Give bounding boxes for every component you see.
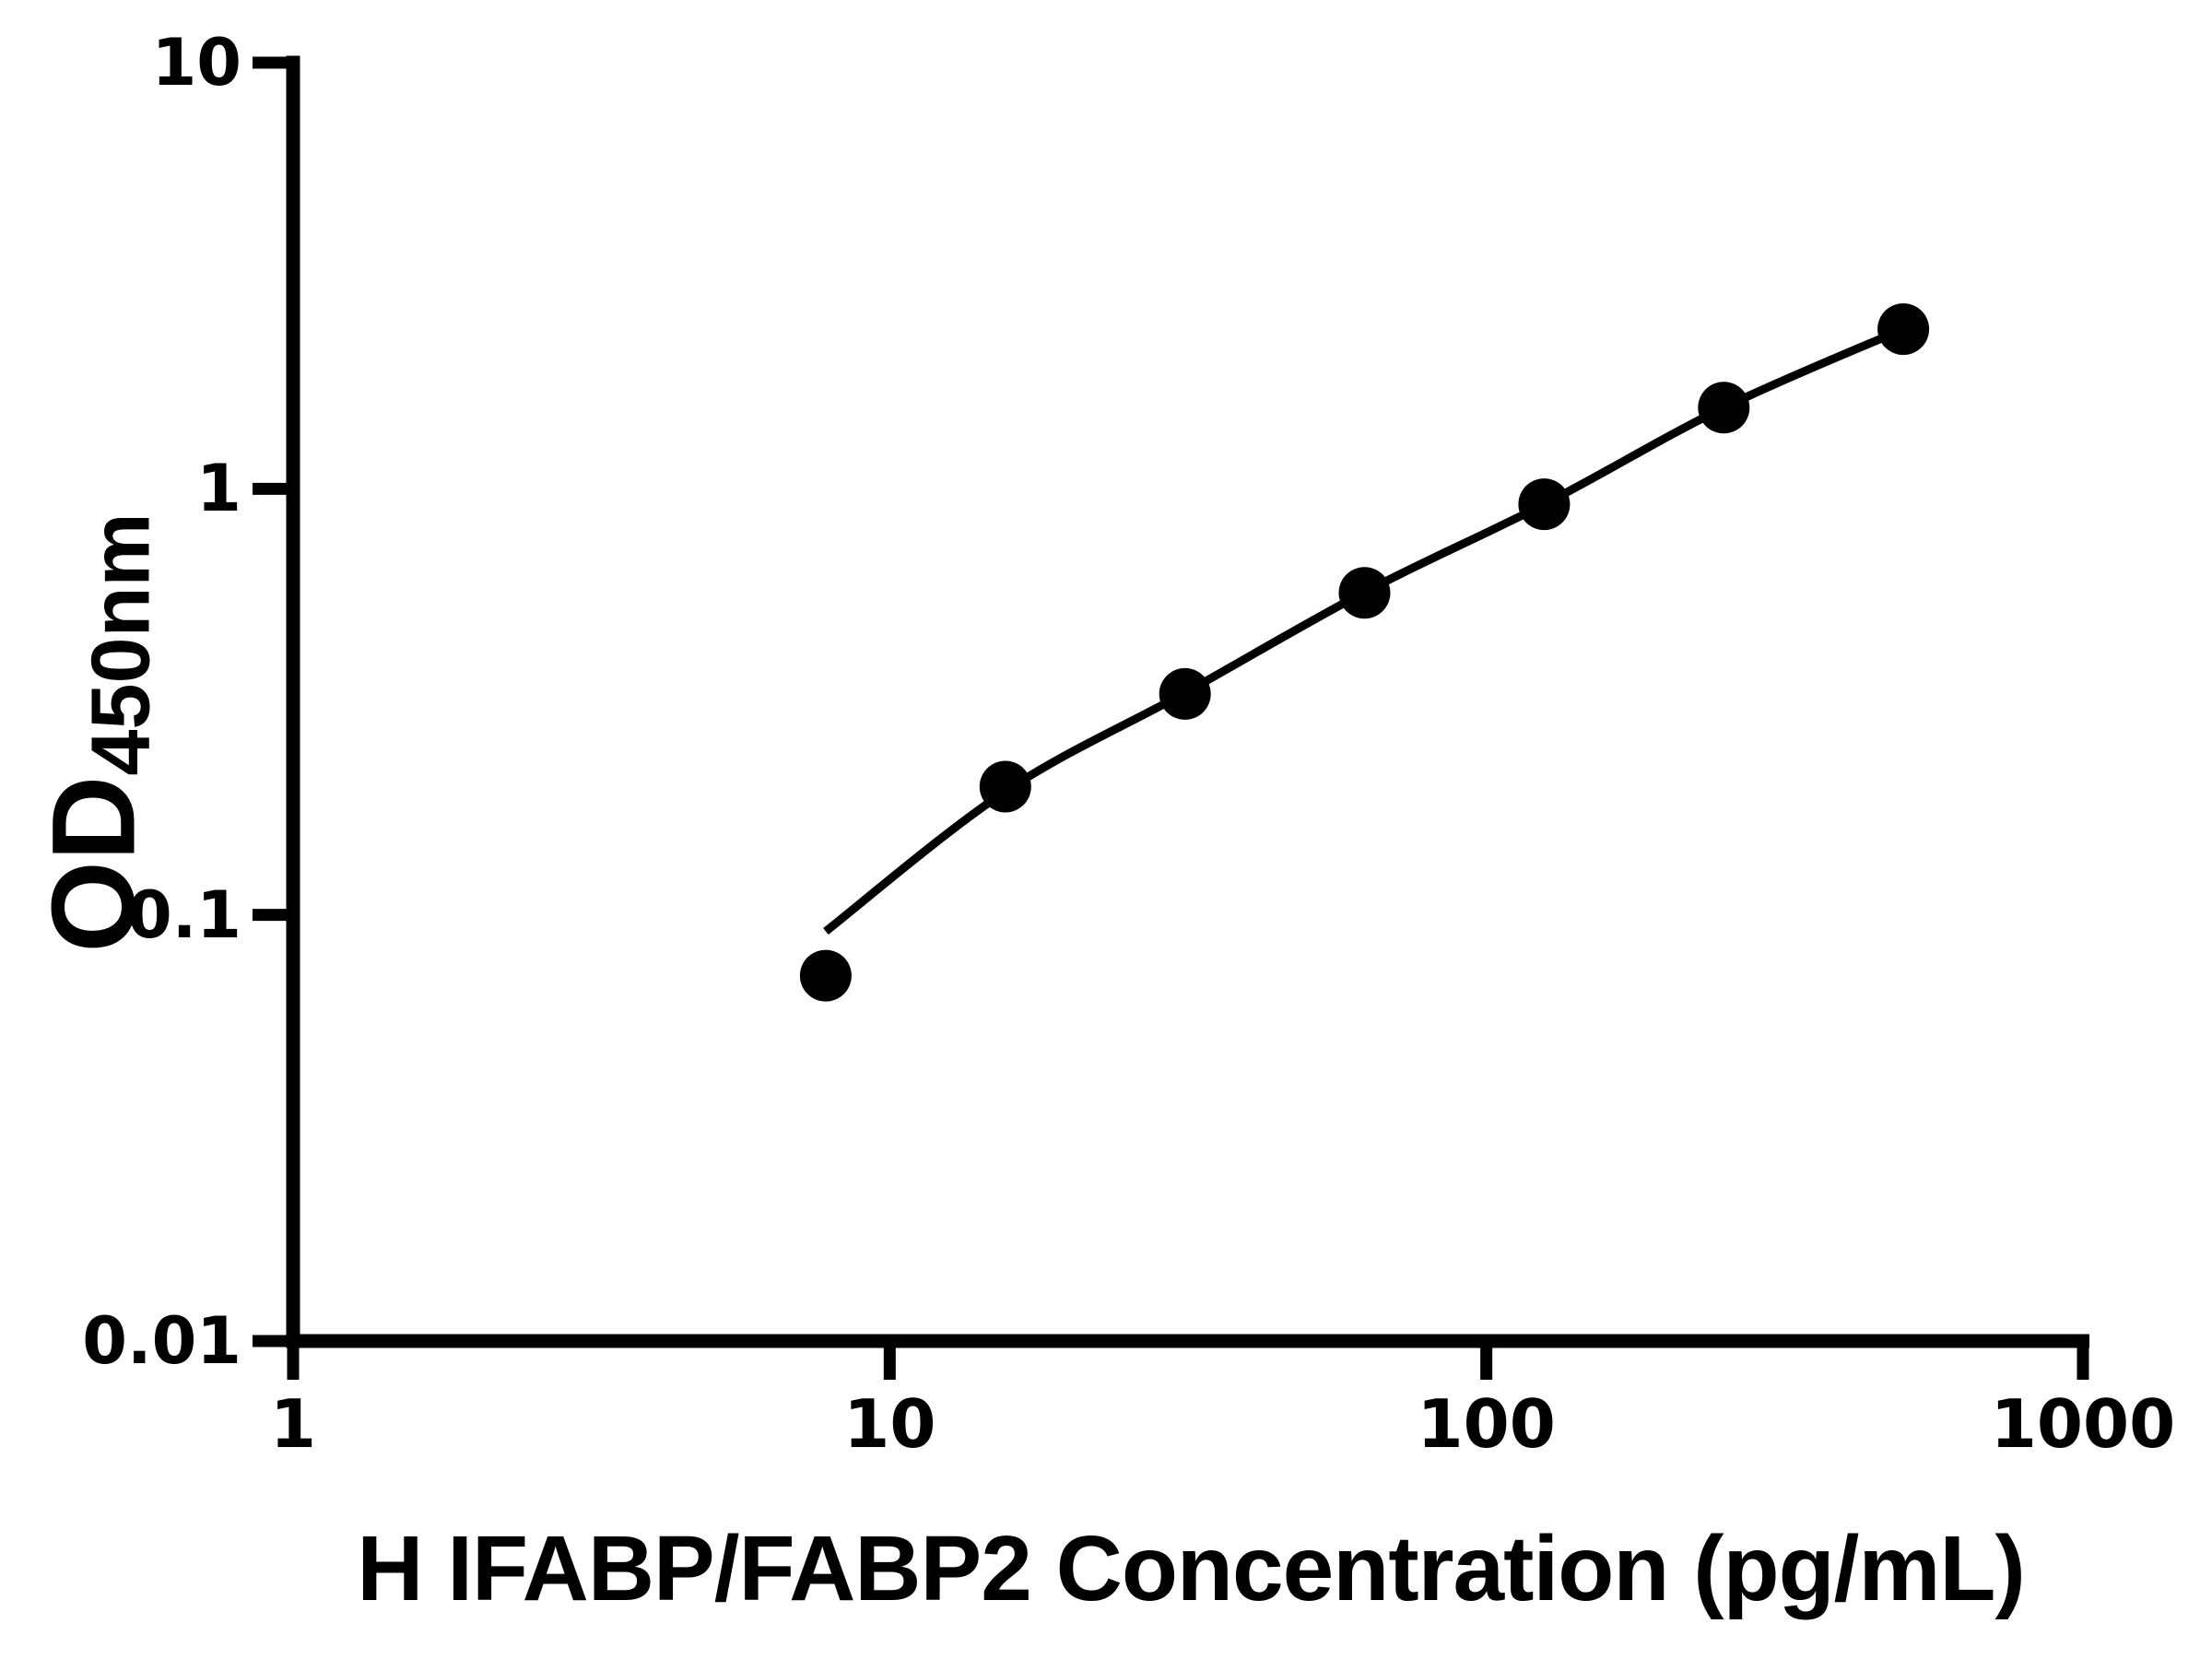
data-point-marker (979, 760, 1031, 813)
data-point-marker (1338, 567, 1391, 619)
y-tick-label: 10 (151, 25, 241, 100)
y-tick-label: 1 (196, 451, 241, 527)
y-axis-title-subscript: 450nm (75, 512, 168, 776)
data-point-marker (1698, 382, 1750, 434)
y-tick-label: 0.01 (82, 1303, 241, 1379)
x-tick-label: 1 (269, 1385, 317, 1463)
x-tick-label: 100 (1417, 1385, 1556, 1463)
data-point-marker (799, 949, 852, 1002)
data-point-marker (1159, 667, 1211, 720)
x-axis-title: H IFABP/FABP2 Concentration (pg/mL) (357, 1517, 2025, 1620)
x-tick-label: 10 (843, 1385, 936, 1463)
x-tick-label: 1000 (1990, 1385, 2176, 1463)
data-point-marker (1518, 478, 1571, 531)
data-point-marker (1877, 303, 1930, 356)
y-tick-label: 0.1 (126, 877, 241, 953)
